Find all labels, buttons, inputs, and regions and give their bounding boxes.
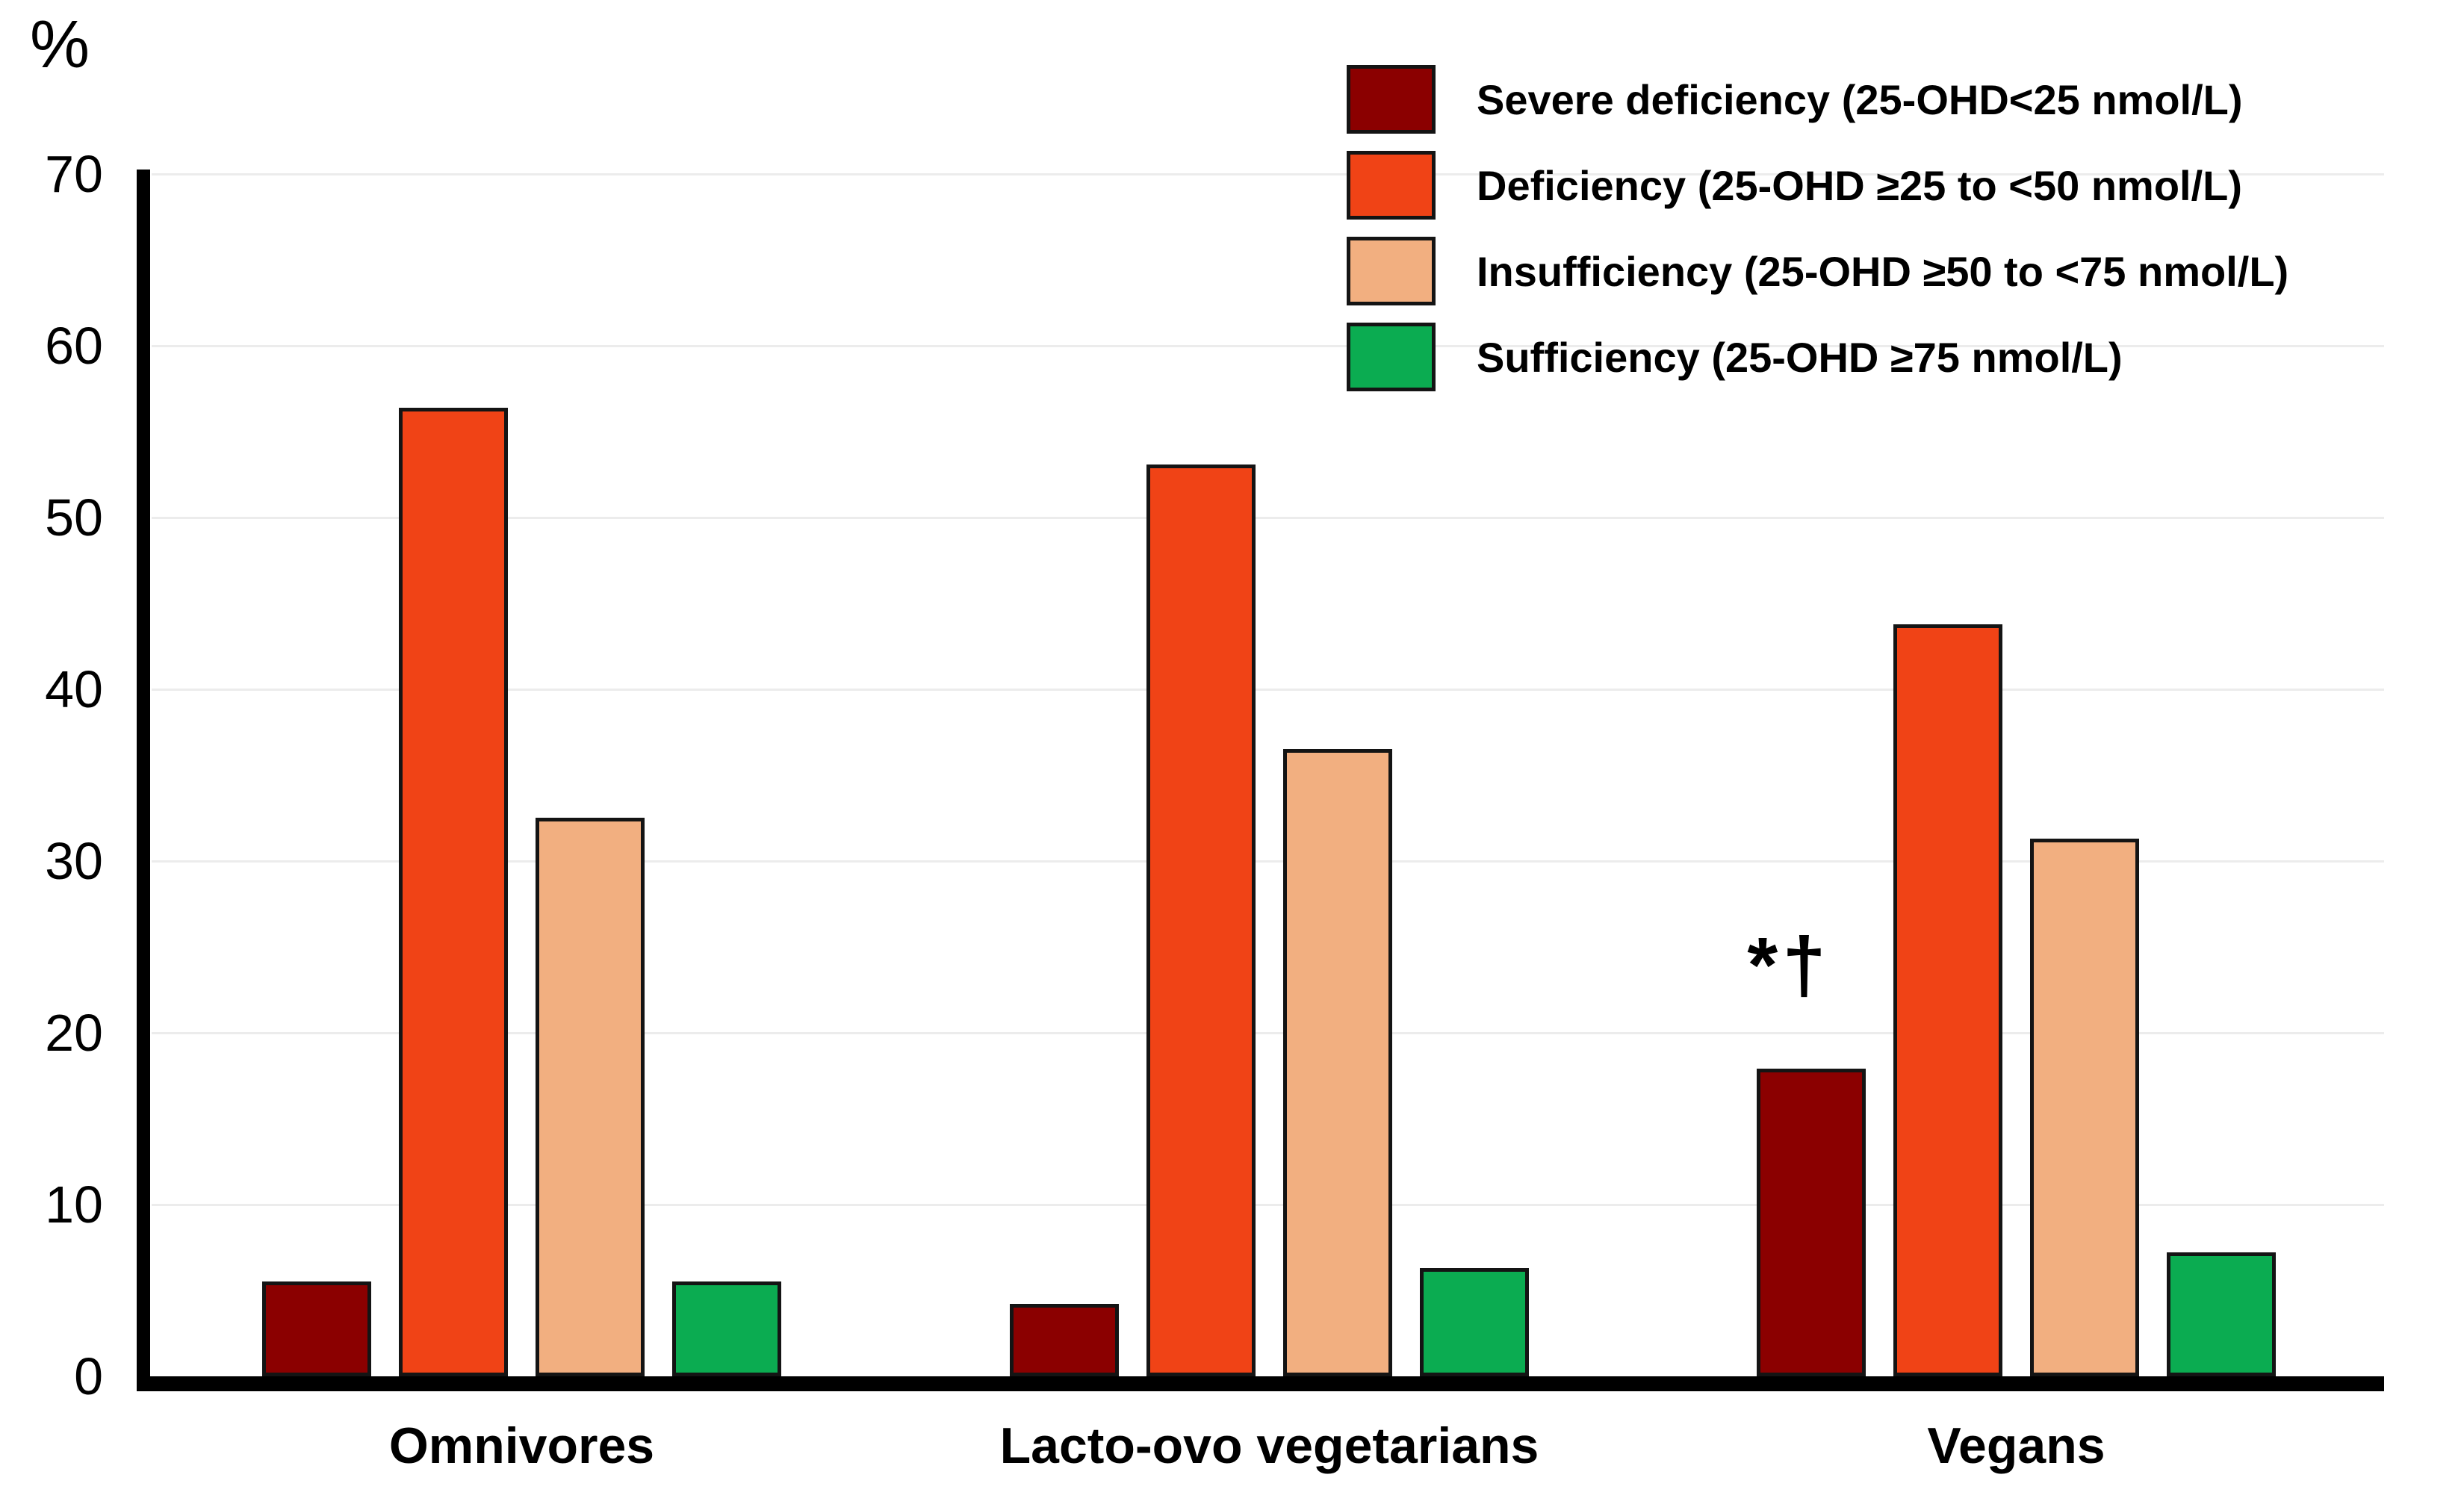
- bar-omnivores-series-2: [536, 818, 645, 1376]
- x-axis-line: [137, 1376, 2384, 1391]
- y-tick-label-10: 10: [45, 1175, 103, 1234]
- y-tick-label-20: 20: [45, 1004, 103, 1062]
- bar-omnivores-series-0: [262, 1281, 371, 1376]
- bar-vegans-series-3: [2167, 1252, 2276, 1376]
- y-axis-line: [137, 170, 150, 1391]
- bar-omnivores-series-3: [672, 1281, 781, 1376]
- legend-label-2: Insufficiency (25-OHD ≥50 to <75 nmol/L): [1477, 247, 2289, 295]
- gridline-60: [152, 345, 2384, 347]
- y-tick-label-50: 50: [45, 488, 103, 547]
- bar-vegans-series-2: [2030, 839, 2139, 1376]
- legend-swatch-3: [1347, 323, 1436, 391]
- gridline-20: [152, 1032, 2384, 1034]
- category-label-3: Vegans: [1927, 1417, 2105, 1474]
- legend-swatch-1: [1347, 151, 1436, 220]
- legend-label-0: Severe deficiency (25-OHD<25 nmol/L): [1477, 75, 2243, 123]
- bar-lacto-ovo-vegetarians-series-2: [1283, 749, 1392, 1376]
- category-label-2: Lacto-ovo vegetarians: [999, 1417, 1539, 1474]
- y-tick-label-30: 30: [45, 832, 103, 890]
- gridline-70: [152, 173, 2384, 175]
- legend-swatch-0: [1347, 65, 1436, 134]
- y-tick-label-0: 0: [74, 1347, 103, 1405]
- gridline-30: [152, 860, 2384, 863]
- y-tick-label-40: 40: [45, 660, 103, 718]
- bar-vegans-series-1: [1893, 624, 2002, 1376]
- legend-label-1: Deficiency (25-OHD ≥25 to <50 nmol/L): [1477, 161, 2243, 209]
- y-tick-label-60: 60: [45, 317, 103, 375]
- legend-label-3: Sufficiency (25-OHD ≥75 nmol/L): [1477, 333, 2123, 381]
- bar-lacto-ovo-vegetarians-series-0: [1010, 1304, 1119, 1376]
- y-tick-label-70: 70: [45, 145, 103, 203]
- y-axis-unit-label: %: [30, 7, 90, 82]
- bar-lacto-ovo-vegetarians-series-1: [1146, 465, 1256, 1376]
- gridline-40: [152, 689, 2384, 691]
- category-label-1: Omnivores: [388, 1417, 655, 1474]
- bar-vegans-series-0: [1757, 1069, 1866, 1376]
- gridline-10: [152, 1204, 2384, 1206]
- bar-lacto-ovo-vegetarians-series-3: [1420, 1268, 1529, 1376]
- bar-omnivores-series-1: [399, 408, 508, 1376]
- gridline-50: [152, 517, 2384, 519]
- significance-annotation-0: *†: [1747, 922, 1831, 1009]
- legend-swatch-2: [1347, 237, 1436, 305]
